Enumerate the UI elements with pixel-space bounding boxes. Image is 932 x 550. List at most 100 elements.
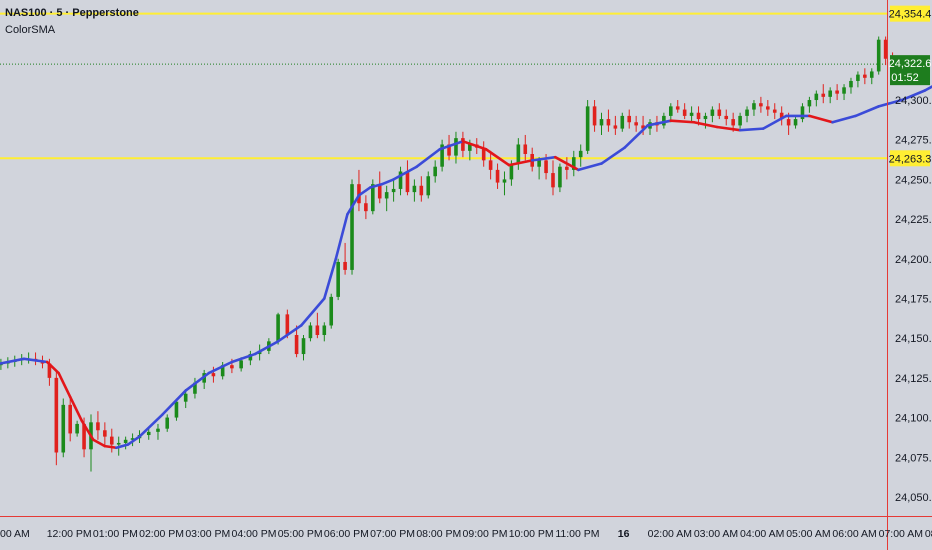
sma-segment — [103, 444, 118, 450]
candle-body — [329, 296, 334, 326]
y-tick-label: 24,125.0 — [895, 373, 932, 385]
x-tick-label: 12:00 PM — [47, 528, 92, 540]
candle-body — [357, 184, 361, 204]
candle-body — [419, 185, 424, 196]
last-price-badge — [890, 55, 930, 86]
indicator-label[interactable]: ColorSMA — [5, 24, 56, 36]
candle-body — [82, 423, 86, 450]
sma-segment — [207, 360, 234, 375]
sma-segment — [438, 140, 465, 151]
sma-segment — [357, 186, 372, 197]
candle-body — [627, 115, 632, 123]
price-badges: 24,354.4 24,263.3 24,322.6 01:52 — [889, 5, 932, 167]
candle-body — [364, 203, 368, 212]
candle-body — [336, 261, 340, 297]
candle-body — [544, 160, 548, 174]
candle-body — [724, 115, 729, 120]
candle-body — [835, 90, 839, 94]
sma-segment — [877, 98, 904, 108]
candle-body — [599, 119, 604, 126]
candle-body — [174, 401, 179, 418]
x-tick-label: 02:00 PM — [139, 528, 184, 540]
candle-body — [634, 122, 638, 126]
candle-body — [68, 404, 72, 434]
candle-body — [75, 423, 79, 434]
sma-segment — [461, 140, 488, 151]
x-tick-label: 00 AM — [0, 528, 30, 540]
sma-segment — [738, 127, 765, 132]
sma-segment — [369, 182, 384, 189]
sma-segment — [0, 357, 26, 365]
x-tick-label: 03:00 AM — [694, 528, 738, 540]
hline-badge-1 — [890, 150, 930, 167]
y-tick-label: 24,275.0 — [895, 135, 932, 147]
sma-segment — [669, 119, 696, 124]
candle-body — [883, 39, 888, 59]
x-tick-label: 03:00 PM — [185, 528, 230, 540]
candle-body — [869, 71, 874, 78]
candle-body — [565, 166, 569, 170]
sma-segment — [692, 120, 719, 129]
x-tick-label: 16 — [618, 528, 630, 540]
sma-segment — [553, 155, 580, 172]
candle-body — [752, 103, 756, 110]
sma-segment — [808, 114, 834, 124]
sma-segment — [322, 257, 338, 300]
x-tick-label: 07:00 PM — [370, 528, 415, 540]
candle-body — [793, 119, 798, 126]
last-price-label: 24,322.6 — [889, 58, 932, 70]
sma-segment — [45, 360, 60, 375]
candle-body — [849, 80, 853, 88]
candle-body — [779, 112, 784, 120]
x-axis-ticks: 00 AM 12:00 PM 01:00 PM 02:00 PM 03:00 PM 04:… — [0, 528, 932, 540]
sma-segment — [923, 85, 932, 92]
candle-body — [109, 436, 114, 445]
sma-segment — [761, 114, 788, 130]
candle-body — [315, 325, 320, 336]
candle-body — [669, 106, 673, 116]
candle-body — [876, 39, 881, 72]
candle-body — [772, 109, 777, 113]
candle-body — [537, 160, 541, 167]
candle-body — [454, 138, 458, 156]
candle-body — [308, 325, 313, 339]
candle-body — [96, 422, 100, 431]
candle-body — [662, 115, 666, 126]
symbol-title[interactable]: NAS100 · 5 · Pepperstone — [5, 7, 139, 19]
candle-body — [641, 125, 645, 129]
candle-body — [433, 166, 437, 177]
sma-segment — [22, 357, 49, 364]
candle-body — [675, 106, 680, 110]
candle-body — [842, 87, 846, 94]
candle-body — [130, 438, 135, 440]
countdown-label: 01:52 — [891, 72, 919, 84]
x-tick-label: 04:00 AM — [740, 528, 784, 540]
candle-body — [710, 109, 715, 116]
candle-body — [738, 115, 742, 126]
candle-body — [731, 119, 735, 126]
y-tick-label: 24,175.0 — [895, 293, 932, 305]
candle-body — [230, 365, 234, 369]
candles — [0, 36, 909, 472]
candle-body — [523, 144, 528, 155]
candle-body — [613, 125, 618, 129]
sma-segment — [600, 146, 626, 165]
candle-body — [193, 382, 197, 394]
candle-body — [322, 325, 327, 336]
candle-body — [123, 439, 128, 443]
candle-body — [821, 93, 826, 97]
candle-body — [592, 106, 597, 126]
x-tick-label: 02:00 AM — [648, 528, 692, 540]
x-tick-label: 06:00 AM — [832, 528, 876, 540]
chart-legend: NAS100 · 5 · Pepperstone ColorSMA — [5, 5, 139, 39]
candle-body — [398, 171, 403, 189]
sma-segment — [161, 389, 187, 416]
x-tick-label: 01:00 PM — [93, 528, 138, 540]
candle-body — [165, 417, 170, 429]
x-tick-label: 08:00 PM — [416, 528, 461, 540]
sma-segment — [831, 114, 857, 124]
sma-segment — [115, 443, 130, 450]
hline-badge-label: 24,354.4 — [889, 9, 932, 21]
